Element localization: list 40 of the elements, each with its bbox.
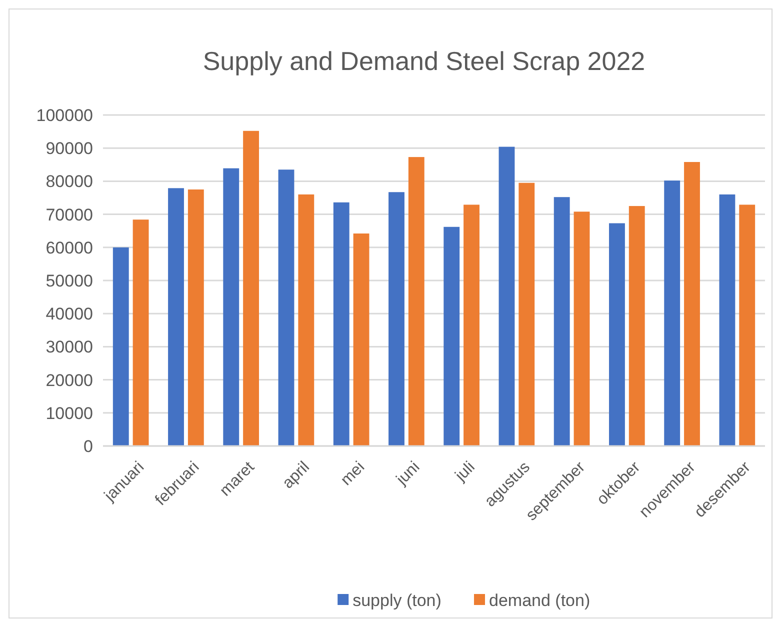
y-tick-label: 80000 xyxy=(46,172,93,192)
bar xyxy=(333,202,350,446)
x-tick-label: juli xyxy=(452,458,478,486)
y-tick-label: 20000 xyxy=(46,370,93,390)
bar xyxy=(464,204,480,446)
y-tick-label: 70000 xyxy=(46,205,93,224)
y-tick-label: 30000 xyxy=(46,338,93,357)
bar xyxy=(408,157,424,446)
y-tick-label: 60000 xyxy=(46,238,93,258)
y-tick-label: 50000 xyxy=(46,271,93,290)
bar xyxy=(574,212,590,446)
bar xyxy=(498,146,515,446)
bar xyxy=(684,162,700,446)
bar xyxy=(223,168,240,446)
bar xyxy=(739,204,756,446)
bar xyxy=(188,189,204,446)
x-tick-label: mei xyxy=(338,458,368,489)
y-tick-label: 0 xyxy=(84,436,93,456)
bar xyxy=(132,220,149,446)
y-tick-label: 40000 xyxy=(46,304,93,324)
legend-label: demand (ton) xyxy=(489,590,590,610)
y-tick-label: 100000 xyxy=(36,106,93,125)
bar xyxy=(388,192,404,446)
bar xyxy=(168,188,184,446)
bar xyxy=(112,247,129,446)
bar xyxy=(278,170,294,446)
bar xyxy=(298,194,314,446)
bar xyxy=(609,223,625,446)
bar xyxy=(444,226,460,446)
bar xyxy=(353,234,370,446)
y-tick-label: 10000 xyxy=(46,404,93,423)
bar xyxy=(628,206,645,446)
y-tick-label: 90000 xyxy=(46,139,93,158)
bar xyxy=(243,130,259,446)
bar xyxy=(719,194,736,446)
bar xyxy=(554,197,570,446)
bar xyxy=(518,182,535,446)
legend-label: supply (ton) xyxy=(352,590,442,610)
chart-title: Supply and Demand Steel Scrap 2022 xyxy=(202,46,646,76)
bar xyxy=(664,180,680,446)
